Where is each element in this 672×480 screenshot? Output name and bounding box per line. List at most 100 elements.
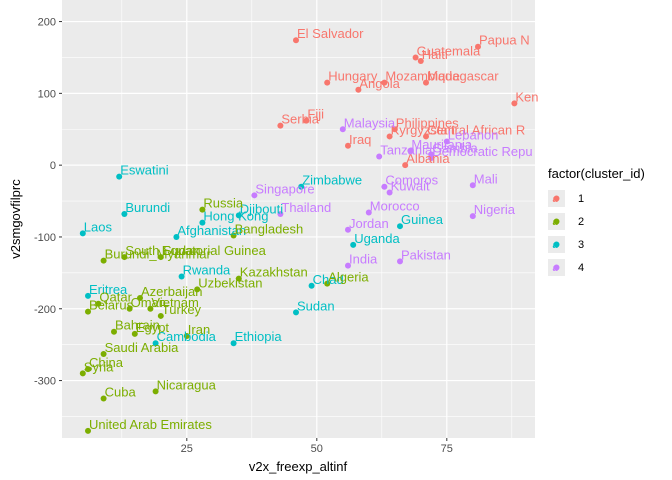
data-label: Nicaragua	[157, 377, 217, 392]
data-point	[251, 192, 258, 199]
legend-label: 1	[578, 193, 584, 205]
data-label: Qatar	[99, 290, 132, 305]
data-point	[365, 209, 372, 216]
data-point	[417, 58, 424, 65]
y-tick-label: 100	[38, 88, 56, 100]
data-point	[381, 79, 388, 86]
data-point	[339, 126, 346, 133]
data-label: Syria	[84, 359, 114, 374]
data-label: Pakistan	[401, 247, 451, 262]
data-point	[230, 232, 237, 239]
data-point	[116, 173, 123, 180]
data-label: Eritrea	[89, 282, 128, 297]
data-label: Oman	[131, 295, 166, 310]
data-point	[157, 312, 164, 319]
data-label: Belarus	[89, 298, 134, 313]
data-label: Jordan	[349, 216, 389, 231]
legend-key-point	[553, 218, 560, 225]
data-label: Gambia	[432, 140, 478, 155]
data-label: Cambodia	[157, 329, 217, 344]
data-label: Haiti	[422, 47, 448, 62]
data-label: South Sudan	[125, 243, 200, 258]
data-point	[350, 241, 357, 248]
data-point	[298, 183, 305, 190]
data-label: Madagascar	[427, 69, 499, 84]
data-point	[277, 210, 284, 217]
data-point	[428, 154, 435, 161]
legend: factor(cluster_id) a 1 a 2 a 3 a 4	[548, 166, 645, 276]
data-label: Comoros	[385, 173, 438, 188]
data-label: Nigeria	[474, 202, 516, 217]
y-tick-label: -200	[34, 304, 56, 316]
data-point	[381, 183, 388, 190]
data-label: Equatorial Guinea	[162, 243, 267, 258]
data-label: Russia	[203, 196, 244, 211]
plot-panel	[62, 0, 535, 438]
y-tick-label: -100	[34, 232, 56, 244]
data-label: Iran	[188, 322, 210, 337]
data-label: Egypt	[136, 320, 170, 335]
data-label: Zimbabwe	[302, 173, 362, 188]
data-point	[397, 258, 403, 265]
data-point	[277, 122, 284, 129]
data-label: Ethiopia	[235, 329, 283, 344]
data-point	[85, 366, 91, 373]
data-label: Azerbaijan	[141, 284, 202, 299]
data-label: Kazakhstan	[240, 265, 308, 280]
data-label: Cuba	[105, 385, 137, 400]
data-label: Kyrgyzstan	[391, 122, 455, 137]
data-label: Eswatini	[120, 163, 169, 178]
data-label: Mali	[474, 171, 498, 186]
data-label: Central African R	[427, 122, 525, 137]
data-label: India	[349, 252, 378, 267]
y-tick-label: -300	[34, 376, 56, 388]
data-points	[79, 37, 518, 434]
data-label: Burundi	[125, 200, 170, 215]
x-axis-title: v2x_freexp_altinf	[249, 459, 348, 474]
data-label: Turkey	[162, 302, 202, 317]
data-point	[511, 100, 518, 107]
data-point	[423, 79, 429, 86]
data-point	[324, 280, 331, 287]
data-point	[100, 350, 107, 357]
data-label: Bahrain	[115, 318, 160, 333]
data-label: Ken	[515, 89, 538, 104]
legend-key-letter: a	[552, 263, 558, 273]
data-point	[199, 219, 206, 226]
data-label: Angola	[359, 76, 400, 91]
y-axis-ticks: -300 -200 -100 0 100 200	[34, 17, 62, 388]
legend-key-point	[553, 195, 560, 202]
data-point	[85, 308, 91, 315]
data-label: El Salvador	[297, 26, 364, 41]
legend-label: 2	[578, 216, 584, 228]
data-label: Afghanistan	[177, 223, 246, 238]
data-label: Albania	[406, 151, 450, 166]
data-point	[303, 117, 310, 124]
data-label: Guatemala	[417, 43, 481, 58]
data-point	[469, 213, 476, 220]
data-point	[235, 275, 242, 282]
y-axis-title: v2smgovfilprc	[8, 179, 23, 259]
data-point	[173, 233, 180, 240]
data-label: Lebanon	[448, 127, 499, 142]
data-point	[230, 340, 237, 347]
data-label: Malaysia	[344, 115, 396, 130]
data-point	[183, 333, 190, 340]
data-point	[345, 226, 351, 233]
data-point	[423, 133, 429, 140]
data-label: Vietnam	[151, 295, 198, 310]
y-tick-label: 200	[38, 17, 56, 29]
x-tick-label: 25	[181, 443, 193, 455]
data-label: Chad	[313, 272, 344, 287]
data-label: China	[89, 355, 124, 370]
data-label: Hungary	[328, 69, 378, 84]
data-label: Laos	[84, 219, 113, 234]
data-point	[324, 79, 331, 86]
data-label: Hong Kong	[203, 209, 268, 224]
x-tick-label: 75	[441, 443, 453, 455]
data-label: Rwanda	[183, 262, 231, 277]
data-point	[147, 305, 154, 312]
data-point	[137, 294, 143, 301]
data-label: Morocco	[370, 199, 420, 214]
